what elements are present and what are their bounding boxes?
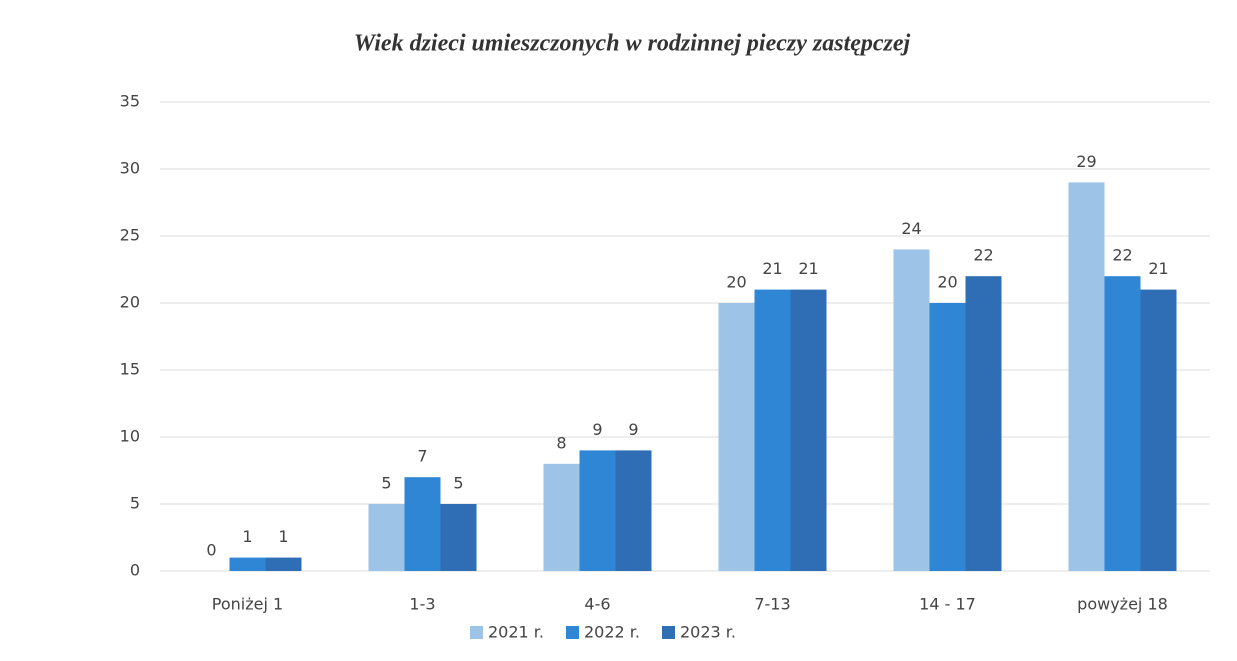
data-label: 24	[901, 219, 921, 238]
bar	[754, 289, 791, 571]
bar	[929, 303, 966, 571]
data-label: 1	[278, 527, 288, 546]
legend-swatch	[566, 626, 579, 639]
y-tick-label: 20	[120, 293, 140, 312]
data-label: 21	[798, 259, 818, 278]
bar	[615, 450, 652, 571]
bar	[229, 557, 266, 571]
legend-label: 2021 r.	[488, 623, 544, 642]
y-tick-label: 25	[120, 226, 140, 245]
legend-label: 2023 r.	[680, 623, 736, 642]
data-label: 21	[762, 259, 782, 278]
x-tick-label: powyżej 18	[1077, 595, 1168, 614]
bar	[1104, 276, 1141, 571]
bar	[579, 450, 616, 571]
legend-swatch	[470, 626, 483, 639]
data-label: 0	[206, 541, 216, 560]
data-label: 22	[973, 246, 993, 265]
data-label: 8	[556, 433, 566, 452]
y-tick-label: 35	[120, 92, 140, 111]
data-label: 22	[1112, 246, 1132, 265]
bar	[893, 249, 930, 571]
data-label: 9	[592, 420, 602, 439]
data-label: 20	[937, 273, 957, 292]
legend-label: 2022 r.	[584, 623, 640, 642]
data-label: 29	[1076, 152, 1096, 171]
x-tick-label: 1-3	[409, 595, 435, 614]
data-label: 7	[417, 447, 427, 466]
x-tick-label: 7-13	[754, 595, 790, 614]
bar	[368, 504, 405, 571]
x-tick-label: Poniżej 1	[212, 595, 283, 614]
data-label: 5	[381, 474, 391, 493]
chart-title: Wiek dzieci umieszczonych w rodzinnej pi…	[354, 31, 911, 57]
bar	[543, 463, 580, 571]
x-tick-label: 14 - 17	[919, 595, 976, 614]
y-tick-label: 5	[130, 494, 140, 513]
bar	[790, 289, 827, 571]
data-label: 5	[453, 474, 463, 493]
y-tick-label: 0	[130, 561, 140, 580]
bar	[404, 477, 441, 571]
y-tick-label: 15	[120, 360, 140, 379]
data-label: 20	[726, 273, 746, 292]
data-label: 9	[628, 420, 638, 439]
bar	[265, 557, 302, 571]
bar	[440, 504, 477, 571]
y-tick-label: 30	[120, 159, 140, 178]
bar	[718, 303, 755, 571]
y-tick-label: 10	[120, 427, 140, 446]
bar	[1140, 289, 1177, 571]
data-label: 1	[242, 527, 252, 546]
data-label: 21	[1148, 259, 1168, 278]
bar	[1068, 182, 1105, 571]
legend-swatch	[662, 626, 675, 639]
bar	[965, 276, 1002, 571]
x-tick-label: 4-6	[584, 595, 610, 614]
